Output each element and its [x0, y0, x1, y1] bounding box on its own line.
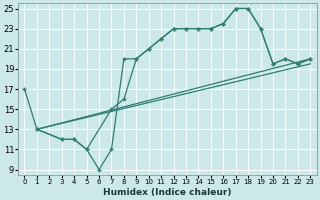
X-axis label: Humidex (Indice chaleur): Humidex (Indice chaleur): [103, 188, 232, 197]
